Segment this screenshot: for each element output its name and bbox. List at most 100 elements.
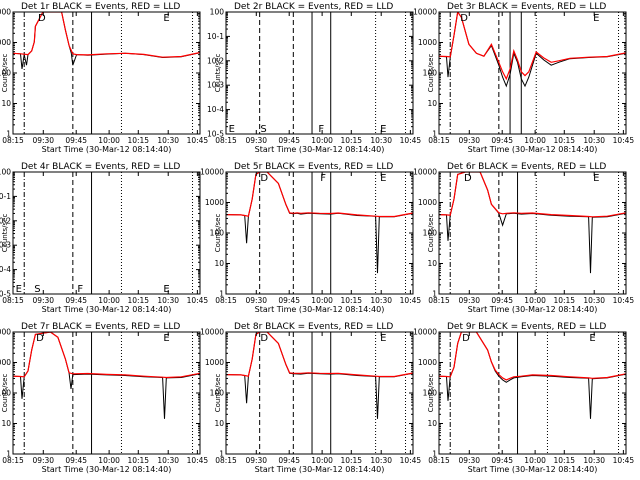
x-tick-label: 10:00 [98,296,120,305]
y-tick-label: 1 [219,290,224,299]
plot-frame [438,171,627,295]
marker-label: E [593,13,599,24]
y-tick-label: 100 [423,389,438,398]
plot-frame [438,331,627,455]
y-tick-label: 1000 [0,38,11,47]
x-tick-label: 10:00 [524,456,546,465]
y-tick-label: 10-1 [207,32,224,41]
y-tick-label: 100 [0,69,11,78]
y-axis-label: Counts/sec [1,214,9,253]
x-tick-label: 10:45 [187,296,209,305]
series-line-lld [439,332,626,381]
x-tick-label: 10:15 [340,296,362,305]
x-axis-label: Start Time (30-Mar-12 08:14:40) [468,145,598,154]
plot-frame [225,331,414,455]
x-tick-label: 09:45 [491,136,513,145]
x-tick-label: 08:15 [215,296,237,305]
panel-2r: Det 2r BLACK = Events, RED = LLD E S F E 10-5… [207,2,421,154]
x-tick-label: 09:45 [278,296,300,305]
x-tick-label: 10:30 [583,296,605,305]
y-tick-label: 10-4 [207,105,224,114]
panel-title: Det 3r BLACK = Events, RED = LLD [447,2,606,12]
marker-label: F [320,173,326,184]
x-tick-label: 08:15 [2,296,24,305]
marker-label: E [163,333,169,344]
x-tick-label: 09:45 [278,456,300,465]
plot-frame [12,331,201,455]
y-tick-label: 10000 [413,168,437,177]
x-tick-label: 08:15 [215,456,237,465]
y-tick-label: 1 [432,450,437,459]
x-tick-label: 09:30 [245,296,267,305]
y-tick-label: 10-5 [207,130,224,139]
y-tick-label: 100 [423,69,438,78]
x-tick-label: 10:00 [524,296,546,305]
x-tick-label: 08:15 [215,136,237,145]
y-tick-label: 1 [6,450,11,459]
y-axis-label: Counts/sec [214,374,222,413]
series-line-lld [226,172,413,218]
x-tick-label: 10:45 [400,136,422,145]
x-tick-label: 10:15 [553,456,575,465]
y-tick-label: 10 [1,99,11,108]
y-tick-label: 10-3 [207,81,224,90]
x-tick-label: 10:30 [157,296,179,305]
y-axis-label: Counts/sec [1,374,9,413]
panel-title: Det 7r BLACK = Events, RED = LLD [21,322,180,332]
x-tick-label: 10:30 [583,456,605,465]
x-tick-label: 09:30 [458,456,480,465]
x-tick-label: 09:30 [458,296,480,305]
x-tick-label: 10:15 [127,296,149,305]
y-tick-label: 10 [214,419,224,428]
marker-label: D [464,173,472,184]
panel-title: Det 6r BLACK = Events, RED = LLD [447,162,606,172]
y-tick-label: 1000 [205,358,224,367]
x-tick-label: 10:45 [613,296,635,305]
y-tick-label: 100 [210,8,225,17]
y-tick-label: 1 [6,130,11,139]
marker-label: D [260,173,268,184]
y-tick-label: 1 [219,450,224,459]
panel-title: Det 1r BLACK = Events, RED = LLD [21,2,180,12]
y-tick-label: 1000 [0,358,11,367]
x-tick-label: 08:15 [428,296,450,305]
x-tick-label: 10:00 [311,296,333,305]
marker-label: S [34,284,40,295]
x-tick-label: 10:00 [524,136,546,145]
plot-frame [225,11,414,135]
x-tick-label: 10:15 [553,296,575,305]
marker-label: D [36,333,44,344]
x-tick-label: 08:15 [428,456,450,465]
series-line-lld [13,332,200,379]
plot-frame [12,11,201,135]
y-tick-label: 10000 [413,328,437,337]
y-tick-label: 10 [427,99,437,108]
x-tick-label: 10:30 [583,136,605,145]
y-tick-label: 10000 [200,328,224,337]
marker-label: D [260,333,268,344]
x-tick-label: 10:15 [127,456,149,465]
x-tick-label: 09:30 [32,296,54,305]
y-tick-label: 10000 [200,168,224,177]
y-tick-label: 100 [423,229,438,238]
x-tick-label: 09:45 [491,296,513,305]
x-axis-label: Start Time (30-Mar-12 08:14:40) [468,465,598,474]
x-tick-label: 10:45 [187,136,209,145]
panel-title: Det 4r BLACK = Events, RED = LLD [21,162,180,172]
x-tick-label: 10:30 [370,296,392,305]
x-axis-label: Start Time (30-Mar-12 08:14:40) [42,145,172,154]
x-tick-label: 10:30 [157,456,179,465]
x-tick-label: 09:30 [32,456,54,465]
x-tick-label: 10:15 [340,456,362,465]
y-tick-label: 10-4 [0,265,11,274]
y-tick-label: 100 [0,389,11,398]
y-tick-label: 1000 [205,198,224,207]
x-tick-label: 10:00 [311,456,333,465]
